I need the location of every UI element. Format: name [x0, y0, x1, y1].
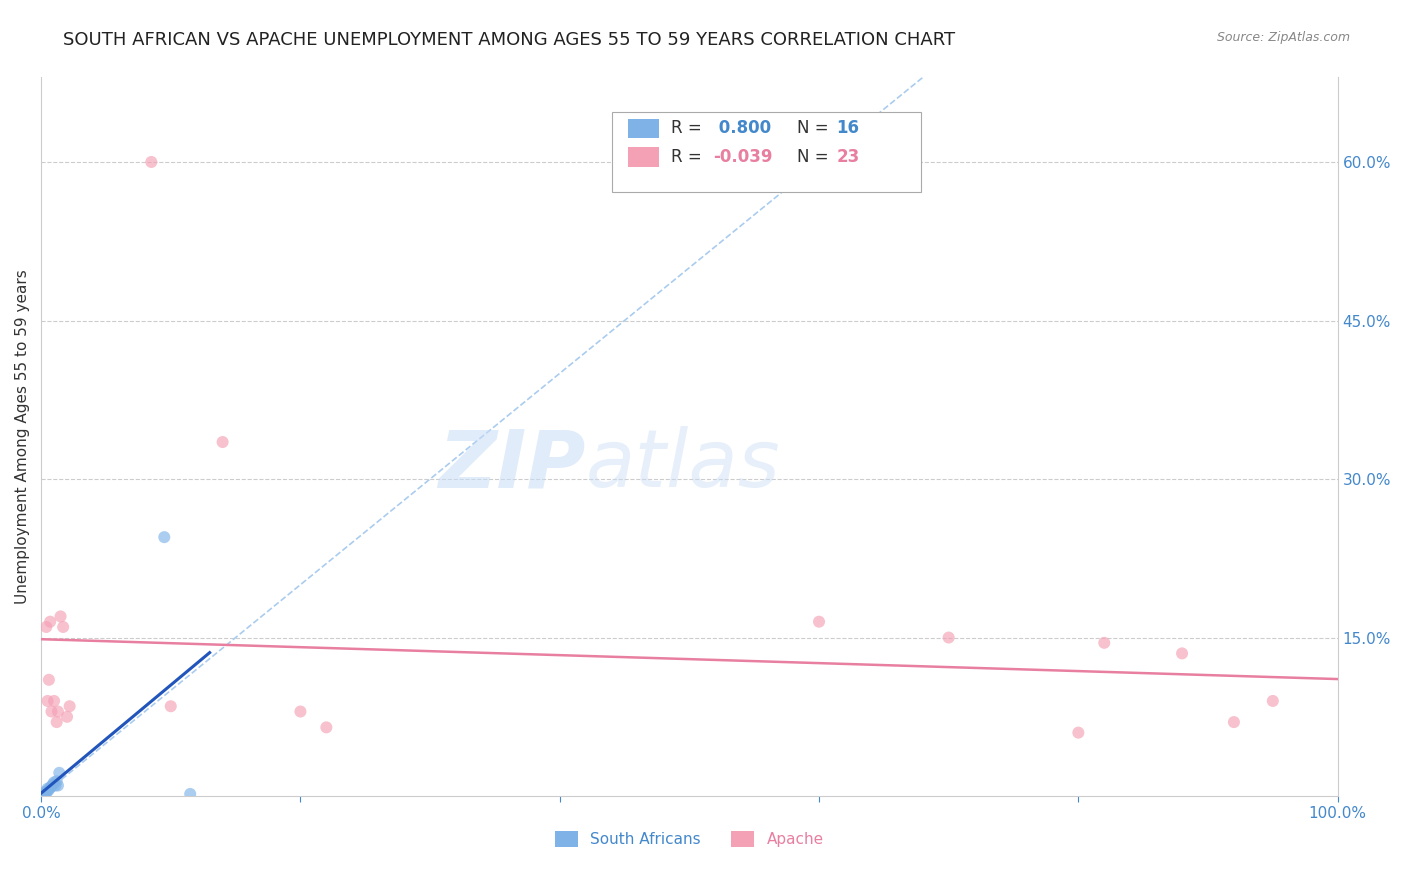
Point: [45, 774, 67, 789]
Text: 16: 16: [837, 120, 859, 137]
Legend: South Africans, Apache: South Africans, Apache: [548, 825, 830, 853]
Text: atlas: atlas: [586, 426, 780, 505]
Point: [34, 785, 56, 799]
Point: [34, 787, 56, 801]
Text: -0.039: -0.039: [713, 148, 772, 166]
Point: [179, 787, 201, 801]
Point: [49, 609, 72, 624]
Point: [1092, 636, 1115, 650]
Point: [38, 782, 60, 797]
Text: R =: R =: [671, 148, 707, 166]
Point: [39, 615, 62, 629]
Text: R =: R =: [671, 120, 707, 137]
Point: [52, 620, 75, 634]
Text: SOUTH AFRICAN VS APACHE UNEMPLOYMENT AMONG AGES 55 TO 59 YEARS CORRELATION CHART: SOUTH AFRICAN VS APACHE UNEMPLOYMENT AMO…: [63, 31, 956, 49]
Point: [141, 155, 163, 169]
Point: [41, 780, 63, 794]
Point: [37, 694, 59, 708]
Point: [46, 779, 69, 793]
Point: [44, 779, 66, 793]
Point: [42, 777, 65, 791]
Text: N =: N =: [797, 120, 834, 137]
Point: [59, 699, 82, 714]
Text: 23: 23: [837, 148, 860, 166]
Text: N =: N =: [797, 148, 834, 166]
Point: [37, 781, 59, 796]
Point: [41, 705, 63, 719]
Point: [39, 780, 62, 795]
Point: [42, 775, 65, 789]
Point: [159, 699, 181, 714]
Point: [290, 705, 312, 719]
Text: 0.800: 0.800: [713, 120, 770, 137]
Y-axis label: Unemployment Among Ages 55 to 59 years: Unemployment Among Ages 55 to 59 years: [15, 269, 30, 604]
Point: [37, 784, 59, 798]
Point: [35, 620, 58, 634]
Text: ZIP: ZIP: [439, 426, 586, 505]
Point: [153, 530, 176, 544]
Point: [938, 631, 960, 645]
Point: [808, 615, 831, 629]
Point: [46, 705, 69, 719]
Point: [56, 710, 79, 724]
Point: [1261, 694, 1284, 708]
Point: [1223, 715, 1246, 730]
Text: Source: ZipAtlas.com: Source: ZipAtlas.com: [1216, 31, 1350, 45]
Point: [45, 715, 67, 730]
Point: [48, 765, 70, 780]
Point: [211, 435, 233, 450]
Point: [42, 694, 65, 708]
Point: [1171, 647, 1194, 661]
Point: [1067, 725, 1090, 739]
Point: [315, 720, 337, 734]
Point: [38, 673, 60, 687]
Point: [35, 786, 58, 800]
